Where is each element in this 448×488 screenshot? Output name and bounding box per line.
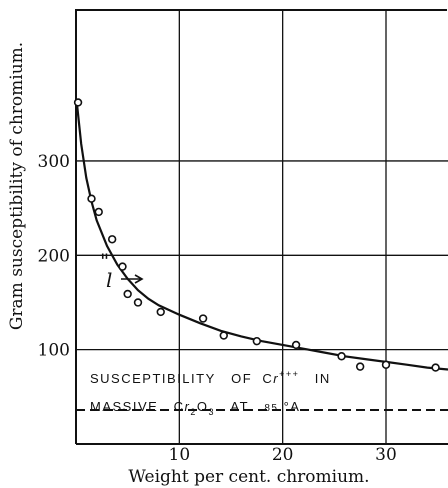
y-tick-label: 200 [38,246,70,266]
data-points [73,98,440,372]
reference-annotation-line1: SUSCEPTIBILITY OF Cr+++ IN [90,369,331,386]
data-point [73,98,83,107]
y-tick-label: 300 [38,152,70,172]
data-point [291,340,301,350]
data-point [431,363,440,372]
data-point [156,307,165,317]
curve-label-quote: " [100,249,109,273]
data-point [133,298,143,307]
x-axis-title: Weight per cent. chromium. [128,467,369,487]
x-tick-label: 30 [375,445,397,465]
data-point [252,336,262,346]
curve-label-arrowhead [134,274,144,284]
data-point [219,331,228,340]
reference-annotation-line2: MASSIVE Cr2O3 AT 85 °A [90,399,300,417]
data-point [107,235,117,244]
grid-lines [76,10,448,444]
data-point [337,352,346,361]
data-point [118,262,127,271]
fitted-curve [75,104,448,371]
data-point [94,207,103,217]
curve-label: l [106,268,112,292]
plot-frame [75,9,448,445]
x-tick-label: 10 [169,445,191,465]
tick-labels: 10 20 30 100 200 300 [38,152,397,465]
data-point [381,360,391,369]
data-point [87,194,96,203]
y-axis-title: Gram susceptibility of chromium. [7,42,27,330]
data-point [198,314,208,323]
data-point [355,362,365,371]
x-tick-label: 20 [272,445,294,465]
curve-label-group: l " [100,249,144,292]
data-point [123,289,132,299]
y-tick-label: 100 [38,341,70,361]
